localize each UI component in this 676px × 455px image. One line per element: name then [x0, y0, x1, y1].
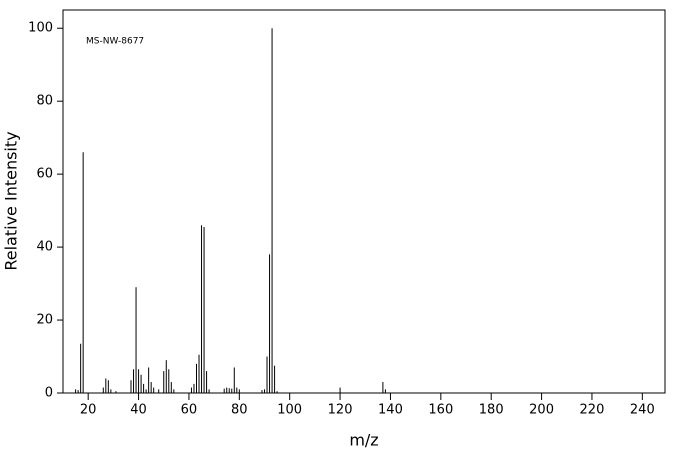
y-tick-label: 60 — [36, 167, 53, 182]
x-tick-label: 240 — [630, 403, 655, 418]
y-tick-label: 80 — [36, 94, 53, 109]
x-tick-label: 20 — [80, 403, 97, 418]
x-tick-label: 140 — [378, 403, 403, 418]
x-tick-label: 120 — [328, 403, 353, 418]
y-axis-label: Relative Intensity — [2, 131, 21, 270]
plot-frame — [62, 9, 666, 394]
y-tick-label: 20 — [36, 313, 53, 328]
y-tick-label: 40 — [36, 240, 53, 255]
x-tick-label: 100 — [277, 403, 302, 418]
x-tick-label: 200 — [529, 403, 554, 418]
x-tick-label: 40 — [130, 403, 147, 418]
y-tick-label: 0 — [45, 386, 53, 401]
x-tick-label: 60 — [181, 403, 198, 418]
annotation: MS-NW-8677 — [86, 37, 144, 47]
x-tick-label: 80 — [231, 403, 248, 418]
x-tick-label: 220 — [580, 403, 605, 418]
x-tick-label: 160 — [428, 403, 453, 418]
y-tick-label: 100 — [28, 21, 53, 36]
x-axis-label: m/z — [349, 431, 378, 450]
x-tick-label: 180 — [479, 403, 504, 418]
